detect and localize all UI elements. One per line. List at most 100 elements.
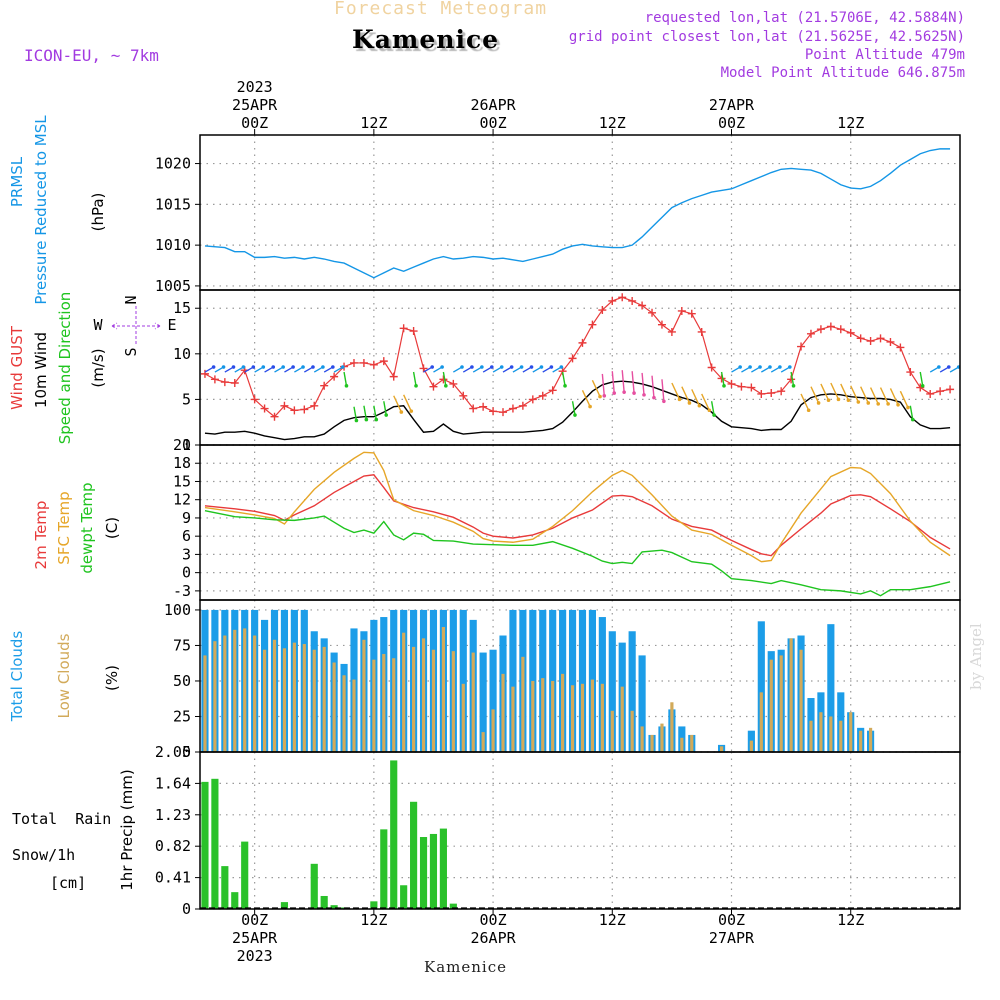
- low-clouds-bar: [362, 639, 366, 752]
- gust-marker: [876, 334, 885, 343]
- wind-arrow-head: [722, 384, 726, 388]
- snow-label: Snow/1h: [12, 846, 75, 864]
- gust-marker: [816, 325, 825, 334]
- compass-cross: [111, 306, 161, 346]
- wind-arrow-head: [489, 365, 494, 369]
- low-clouds-bar: [511, 686, 515, 752]
- time-label-bottom: 12Z: [599, 911, 626, 929]
- pressure-ytick-label: 1005: [155, 277, 191, 295]
- pressure-unit: (hPa): [89, 193, 107, 232]
- gust-marker: [389, 372, 398, 381]
- wind-direction-arrow: [343, 371, 348, 386]
- pressure-ylabel: Pressure Reduced to MSL: [32, 115, 50, 305]
- low-clouds-bar: [600, 683, 604, 752]
- wind-direction-arrow: [691, 389, 701, 406]
- temperature-ytick-label: 9: [182, 509, 191, 527]
- wind-arrow-head: [529, 365, 534, 369]
- low-clouds-bar: [302, 644, 306, 752]
- gust-marker: [598, 306, 607, 315]
- gust-marker: [727, 379, 736, 388]
- rain-bar: [429, 833, 438, 909]
- low-clouds-bar: [461, 683, 465, 752]
- wind-line: [204, 380, 951, 441]
- low-clouds-bar: [481, 732, 485, 752]
- low-clouds-bar: [749, 740, 753, 752]
- wind-direction-arrow: [830, 382, 840, 400]
- precipitation-ytick-label: 0.41: [155, 869, 191, 887]
- gust-marker: [588, 320, 597, 329]
- wind-arrow-head: [354, 418, 359, 423]
- gust-marker: [886, 337, 895, 346]
- wind-arrow-head: [602, 393, 607, 398]
- wind-direction-arrow: [810, 386, 820, 404]
- compass-s: S: [122, 347, 140, 356]
- rain-bar: [419, 837, 428, 909]
- gust-marker: [648, 308, 657, 317]
- gust-marker: [787, 375, 796, 384]
- total-clouds-bar: [459, 609, 467, 752]
- location-title: Kamenice: [352, 25, 500, 54]
- low-clouds-bar: [809, 720, 813, 752]
- rain-bar: [380, 829, 388, 909]
- wind-arrow-head: [539, 365, 544, 369]
- grid-point-coords: grid point closest lon,lat (21.5625E, 42…: [568, 29, 965, 45]
- wind-arrow-head: [399, 410, 404, 414]
- gust-marker: [767, 389, 776, 398]
- gust-marker: [946, 385, 955, 394]
- wind-arrow-head: [622, 390, 626, 394]
- gust-marker: [320, 381, 329, 390]
- low-clouds-bar: [451, 651, 455, 752]
- wind-direction-arrow: [840, 383, 850, 401]
- temperature-ytick-label: 12: [173, 491, 191, 509]
- wind-arrow-head: [778, 365, 782, 369]
- sfc-temp-line: [204, 451, 951, 563]
- wind-arrow-head: [340, 365, 345, 369]
- wind-arrow-head: [748, 365, 752, 369]
- low-clouds-bar: [660, 723, 664, 752]
- gust-marker: [548, 386, 557, 395]
- wind-direction-arrow: [879, 387, 889, 405]
- wind-arrow-head: [937, 365, 941, 369]
- gust-ylabel: Wind GUST: [8, 325, 26, 410]
- t2m-line: [204, 474, 951, 557]
- gust-marker: [270, 412, 279, 421]
- low-clouds-bar: [262, 649, 267, 752]
- total-clouds-bar: [628, 631, 636, 752]
- low-clouds-bar: [203, 655, 207, 752]
- snow-unit-label: [cm]: [50, 874, 86, 892]
- wind-direction-arrow: [671, 382, 681, 400]
- time-label-bottom: 25APR: [232, 929, 278, 947]
- temperature-ytick-label: 21: [173, 436, 191, 454]
- gust-marker: [290, 406, 299, 415]
- wind-arrow-head: [321, 365, 325, 369]
- low-clouds-bar: [779, 655, 783, 752]
- low-clouds-bar: [431, 649, 436, 752]
- rain-bar: [241, 841, 249, 909]
- wind-arrow-head: [509, 365, 514, 369]
- wind-arrow-head: [612, 391, 617, 395]
- low-clouds-bar: [342, 675, 346, 752]
- total-clouds-bar: [568, 609, 577, 752]
- wind-arrow-head: [231, 365, 236, 369]
- gust-marker: [310, 401, 319, 410]
- low-clouds-bar: [859, 730, 863, 752]
- total-clouds-bar: [489, 649, 497, 752]
- wind-arrow-head: [896, 402, 900, 407]
- sfc-ylabel: SFC Temp: [55, 491, 73, 564]
- wind-direction-arrow: [661, 379, 665, 402]
- low-clouds-bar: [789, 638, 793, 752]
- low-clouds-bar: [272, 639, 277, 752]
- wind-arrow-head: [444, 384, 448, 388]
- total-clouds-bar: [549, 609, 557, 752]
- gust-marker: [260, 404, 269, 413]
- wind-direction-arrow: [353, 406, 358, 421]
- model-altitude: Model Point Altitude 646.875m: [720, 65, 965, 81]
- wind-arrow-head: [806, 408, 811, 413]
- gust-marker: [578, 338, 587, 347]
- wind-arrow-head: [662, 399, 666, 404]
- low-clouds-bar: [580, 683, 585, 752]
- wind-arrow-head: [920, 384, 925, 388]
- rain-bar: [201, 781, 209, 909]
- low-clouds-ylabel: Low Clouds: [55, 633, 73, 718]
- gust-marker: [747, 383, 756, 392]
